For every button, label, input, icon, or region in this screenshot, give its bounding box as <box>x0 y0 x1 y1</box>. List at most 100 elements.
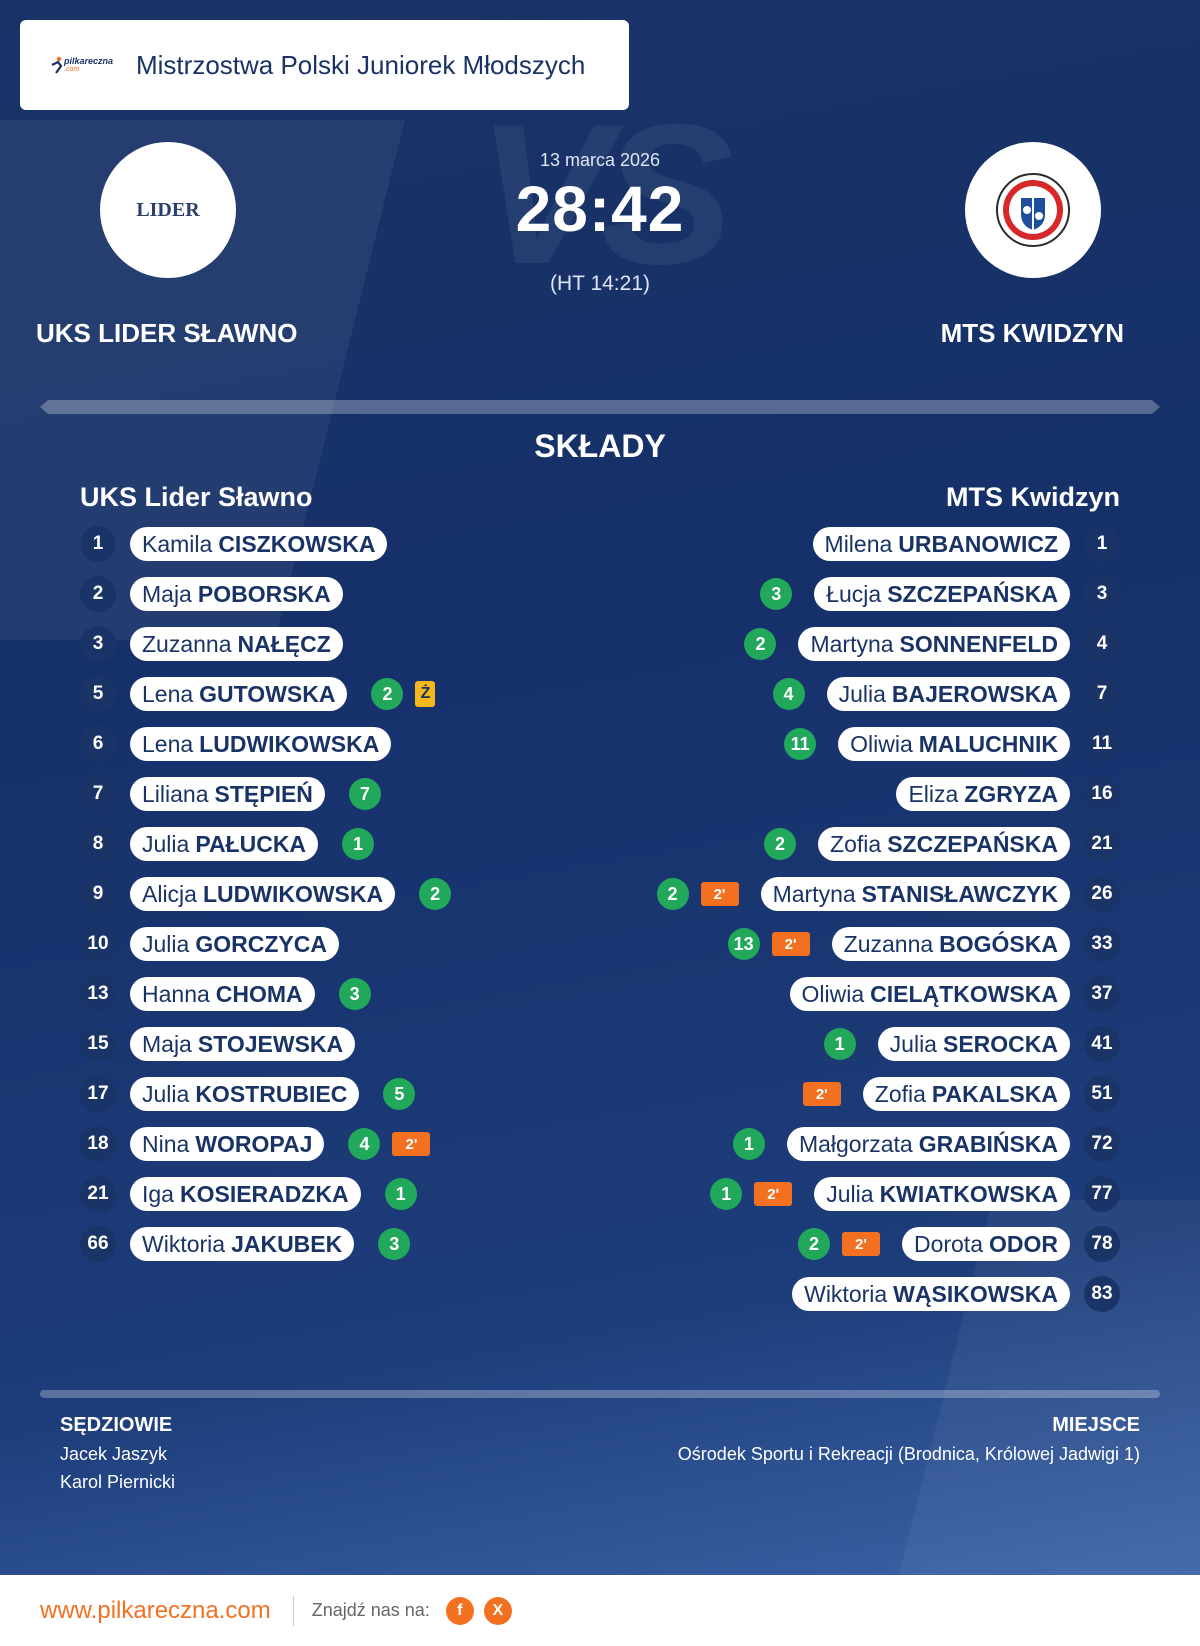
player-name[interactable]: Hanna CHOMA <box>130 977 315 1011</box>
website-link[interactable]: www.pilkareczna.com <box>40 1596 271 1624</box>
referee-name: Karol Piernicki <box>60 1472 176 1492</box>
player-name[interactable]: Julia SEROCKA <box>877 1027 1070 1061</box>
player-name[interactable]: Martyna SONNENFELD <box>798 627 1070 661</box>
suspension-badge: 2' <box>754 1182 793 1206</box>
player-row[interactable]: 2 2' Martyna STANISŁAWCZYK 26 <box>656 876 1120 912</box>
shirt-number: 7 <box>1084 676 1120 712</box>
player-name[interactable]: Eliza ZGRYZA <box>896 777 1070 811</box>
footer: www.pilkareczna.com Znajdź nas na: f X <box>0 1575 1200 1646</box>
player-row[interactable]: 66 Wiktoria JAKUBEK 3 <box>80 1226 411 1262</box>
away-team-logo[interactable] <box>965 142 1101 278</box>
player-name[interactable]: Nina WOROPAJ <box>130 1127 325 1161</box>
shirt-number: 72 <box>1084 1126 1120 1162</box>
player-name[interactable]: Julia KWIATKOWSKA <box>814 1177 1070 1211</box>
player-row[interactable]: 7 Liliana STĘPIEŃ 7 <box>80 776 381 812</box>
player-first-name: Małgorzata <box>798 1130 913 1157</box>
player-row[interactable]: 9 Alicja LUDWIKOWSKA 2 <box>80 876 452 912</box>
player-last-name: MALUCHNIK <box>918 730 1058 757</box>
goals-badge: 2 <box>371 678 404 710</box>
player-row[interactable]: 11 Oliwia MALUCHNIK 11 <box>784 726 1120 762</box>
player-last-name: PAŁUCKA <box>195 830 307 857</box>
x-icon[interactable]: X <box>483 1596 512 1625</box>
player-first-name: Eliza <box>908 780 959 807</box>
facebook-icon[interactable]: f <box>445 1596 474 1625</box>
player-row[interactable]: 15 Maja STOJEWSKA <box>80 1026 356 1062</box>
player-name[interactable]: Maja STOJEWSKA <box>130 1027 356 1061</box>
player-name[interactable]: Julia KOSTRUBIEC <box>130 1077 360 1111</box>
away-team-name[interactable]: MTS KWIDZYN <box>940 318 1124 348</box>
player-row[interactable]: 2 Zofia SZCZEPAŃSKA 21 <box>764 826 1120 862</box>
player-name[interactable]: Oliwia MALUCHNIK <box>838 727 1070 761</box>
goals-badge: 1 <box>823 1028 856 1060</box>
player-row[interactable]: 1 Julia SEROCKA 41 <box>823 1026 1120 1062</box>
player-name[interactable]: Julia BAJEROWSKA <box>826 677 1070 711</box>
player-name[interactable]: Lena LUDWIKOWSKA <box>130 727 392 761</box>
player-name[interactable]: Maja POBORSKA <box>130 577 343 611</box>
player-row[interactable]: 18 Nina WOROPAJ 4 2' <box>80 1126 431 1162</box>
player-name[interactable]: Zuzanna BOGÓSKA <box>831 927 1070 961</box>
shirt-number: 21 <box>1084 826 1120 862</box>
player-row[interactable]: 4 Julia BAJEROWSKA 7 <box>772 676 1120 712</box>
player-row[interactable]: 1 Małgorzata GRABIŃSKA 72 <box>732 1126 1120 1162</box>
player-row[interactable]: Wiktoria WĄSIKOWSKA 83 <box>792 1276 1120 1312</box>
goals-badge: 13 <box>727 928 760 960</box>
venue-label: MIEJSCE <box>1052 1414 1140 1436</box>
player-row[interactable]: Milena URBANOWICZ 1 <box>812 526 1120 562</box>
player-name[interactable]: Milena URBANOWICZ <box>812 527 1070 561</box>
player-name[interactable]: Dorota ODOR <box>901 1227 1070 1261</box>
player-name[interactable]: Alicja LUDWIKOWSKA <box>130 877 396 911</box>
player-first-name: Maja <box>142 580 192 607</box>
home-team-logo[interactable]: LIDER <box>100 142 236 278</box>
home-team-name[interactable]: UKS LIDER SŁAWNO <box>36 318 298 348</box>
goals-badge: 1 <box>384 1178 417 1210</box>
player-row[interactable]: Oliwia CIELĄTKOWSKA 37 <box>789 976 1120 1012</box>
brand-logo[interactable]: pilkareczna .com <box>50 53 120 77</box>
goals-badge: 2 <box>764 828 797 860</box>
player-row[interactable]: 21 Iga KOSIERADZKA 1 <box>80 1176 417 1212</box>
player-row[interactable]: 13 2' Zuzanna BOGÓSKA 33 <box>727 926 1120 962</box>
player-name[interactable]: Wiktoria JAKUBEK <box>130 1227 355 1261</box>
player-row[interactable]: 10 Julia GORCZYCA <box>80 926 339 962</box>
player-name[interactable]: Julia PAŁUCKA <box>130 827 319 861</box>
goals-badge: 11 <box>784 728 817 760</box>
shirt-number: 6 <box>80 726 116 762</box>
player-name[interactable]: Kamila CISZKOWSKA <box>130 527 388 561</box>
player-first-name: Julia <box>838 680 886 707</box>
player-name[interactable]: Oliwia CIELĄTKOWSKA <box>789 977 1070 1011</box>
yellow-card-badge: Ż <box>415 681 436 707</box>
competition-header: pilkareczna .com Mistrzostwa Polski Juni… <box>20 20 629 110</box>
player-name[interactable]: Łucja SZCZEPAŃSKA <box>814 577 1070 611</box>
player-row[interactable]: 3 Zuzanna NAŁĘCZ <box>80 626 343 662</box>
player-row[interactable]: 17 Julia KOSTRUBIEC 5 <box>80 1076 416 1112</box>
player-name[interactable]: Zuzanna NAŁĘCZ <box>130 627 343 661</box>
player-row[interactable]: 2 Maja POBORSKA <box>80 576 343 612</box>
player-name[interactable]: Julia GORCZYCA <box>130 927 339 961</box>
player-name[interactable]: Zofia PAKALSKA <box>862 1077 1070 1111</box>
player-row[interactable]: 1 Kamila CISZKOWSKA <box>80 526 388 562</box>
player-name[interactable]: Liliana STĘPIEŃ <box>130 777 325 811</box>
player-row[interactable]: 8 Julia PAŁUCKA 1 <box>80 826 375 862</box>
player-first-name: Wiktoria <box>804 1280 888 1307</box>
player-first-name: Milena <box>824 530 893 557</box>
player-row[interactable]: 2 Martyna SONNENFELD 4 <box>744 626 1120 662</box>
player-row[interactable]: 6 Lena LUDWIKOWSKA <box>80 726 392 762</box>
player-first-name: Oliwia <box>801 980 865 1007</box>
player-first-name: Łucja <box>826 580 882 607</box>
player-row[interactable]: 1 2' Julia KWIATKOWSKA 77 <box>710 1176 1120 1212</box>
player-name[interactable]: Zofia SZCZEPAŃSKA <box>818 827 1070 861</box>
player-last-name: GORCZYCA <box>195 930 327 957</box>
player-name[interactable]: Martyna STANISŁAWCZYK <box>760 877 1070 911</box>
player-row[interactable]: 3 Łucja SZCZEPAŃSKA 3 <box>760 576 1120 612</box>
player-name[interactable]: Iga KOSIERADZKA <box>130 1177 361 1211</box>
player-first-name: Zuzanna <box>843 930 934 957</box>
player-name[interactable]: Lena GUTOWSKA <box>130 677 348 711</box>
shirt-number: 16 <box>1084 776 1120 812</box>
player-row[interactable]: 2 2' Dorota ODOR 78 <box>797 1226 1120 1262</box>
player-row[interactable]: 13 Hanna CHOMA 3 <box>80 976 371 1012</box>
player-last-name: STOJEWSKA <box>197 1030 344 1057</box>
player-row[interactable]: 2' Zofia PAKALSKA 51 <box>802 1076 1120 1112</box>
player-name[interactable]: Małgorzata GRABIŃSKA <box>786 1127 1070 1161</box>
player-name[interactable]: Wiktoria WĄSIKOWSKA <box>792 1277 1070 1311</box>
player-row[interactable]: Eliza ZGRYZA 16 <box>896 776 1120 812</box>
player-row[interactable]: 5 Lena GUTOWSKA 2 Ż <box>80 676 436 712</box>
